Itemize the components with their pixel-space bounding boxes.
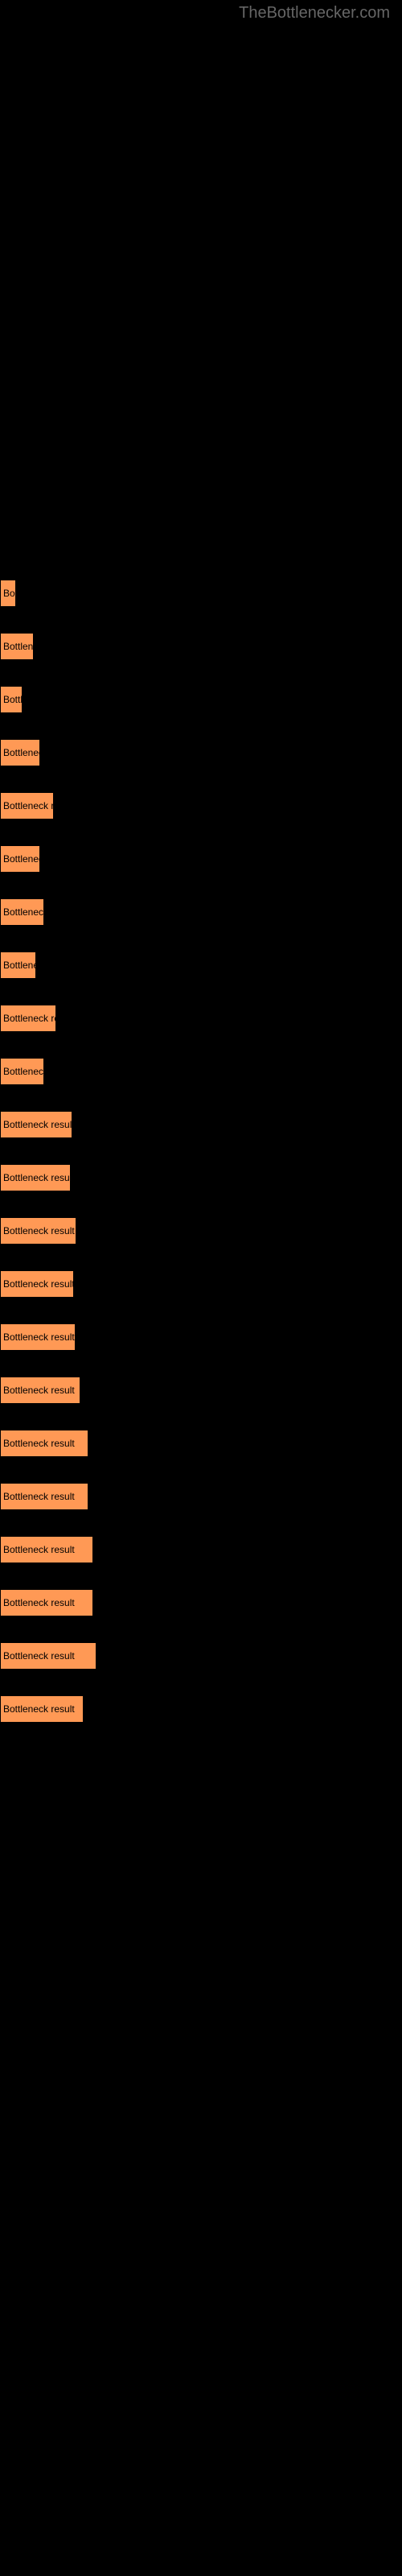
bar-row: Bottl: [0, 686, 402, 713]
bar-label: Bottleneck: [3, 906, 44, 918]
bar: Bottleneck result: [0, 1695, 84, 1723]
bar-label: Bottleneck result: [3, 1331, 75, 1343]
bar-label: Bottleneck result: [3, 1119, 72, 1130]
watermark: TheBottlenecker.com: [239, 4, 390, 23]
bar-row: Bottleneck: [0, 845, 402, 873]
bar-label: Bottleneck result: [3, 1172, 71, 1183]
bar-row: Bottleneck res: [0, 1005, 402, 1032]
bar: Bottleneck result: [0, 1217, 76, 1245]
bar: Bottleneck re: [0, 792, 54, 819]
bar: Bottleneck result: [0, 1323, 76, 1351]
bar: Bottleneck result: [0, 1164, 71, 1191]
bar: Bottleneck result: [0, 1111, 72, 1138]
bar-label: Bottl: [3, 694, 23, 705]
bar-label: Bottleneck result: [3, 1597, 75, 1608]
bar: Bottleneck result: [0, 1270, 74, 1298]
bar-label: Bottleneck result: [3, 1385, 75, 1396]
bar: Bottleneck: [0, 739, 40, 766]
bar-label: Bottleneck: [3, 853, 40, 865]
bar-row: Bottleneck result: [0, 1164, 402, 1191]
bar-row: Bottleneck: [0, 898, 402, 926]
bar-row: Bottleneck result: [0, 1377, 402, 1404]
bar-label: Bottleneck result: [3, 1703, 75, 1715]
bar-label: Bottleneck result: [3, 1278, 74, 1290]
bar: Bottleneck result: [0, 1377, 80, 1404]
bar-row: Bottleneck result: [0, 1642, 402, 1670]
bar-row: Bottleneck re: [0, 792, 402, 819]
bar-row: Bottleneck result: [0, 1217, 402, 1245]
bar-label: Bottleneck result: [3, 1225, 75, 1236]
bar-chart: Bo Bottlene Bottl Bottleneck Bottleneck re Bo…: [0, 0, 402, 1781]
bar-label: Bottleneck result: [3, 1438, 75, 1449]
bar-row: Bottleneck result: [0, 1483, 402, 1510]
bar-label: Bottleneck result: [3, 1544, 75, 1555]
bar-label: Bottleneck result: [3, 1650, 75, 1662]
bar: Bottleneck result: [0, 1642, 96, 1670]
bar: Bottleneck: [0, 1058, 44, 1085]
bar-label: Bottleneck res: [3, 1013, 56, 1024]
bar-row: Bottleneck result: [0, 1270, 402, 1298]
bar-row: Bottleneck result: [0, 1536, 402, 1563]
bar-row: Bottleneck result: [0, 1695, 402, 1723]
bar: Bottleneck result: [0, 1589, 93, 1616]
bar: Bottleneck result: [0, 1430, 88, 1457]
bar: Bottl: [0, 686, 23, 713]
bar: Bottleneck result: [0, 1536, 93, 1563]
bar-label: Bottlene: [3, 960, 36, 971]
bar: Bottleneck res: [0, 1005, 56, 1032]
bar-row: Bottlene: [0, 633, 402, 660]
bar-label: Bottleneck: [3, 747, 40, 758]
bar: Bottlene: [0, 952, 36, 979]
bar-label: Bottlene: [3, 641, 34, 652]
bar-row: Bottleneck result: [0, 1111, 402, 1138]
bar-row: Bottlene: [0, 952, 402, 979]
bar-row: Bottleneck result: [0, 1323, 402, 1351]
bar: Bottlene: [0, 633, 34, 660]
bar-label: Bo: [3, 588, 15, 599]
bar: Bottleneck: [0, 898, 44, 926]
bar-label: Bottleneck result: [3, 1491, 75, 1502]
bar: Bo: [0, 580, 16, 607]
bar-row: Bottleneck result: [0, 1430, 402, 1457]
bar-row: Bottleneck: [0, 1058, 402, 1085]
bar-row: Bo: [0, 580, 402, 607]
bar: Bottleneck result: [0, 1483, 88, 1510]
bar-row: Bottleneck result: [0, 1589, 402, 1616]
bar-label: Bottleneck: [3, 1066, 44, 1077]
bar: Bottleneck: [0, 845, 40, 873]
bar-row: Bottleneck: [0, 739, 402, 766]
bar-label: Bottleneck re: [3, 800, 54, 811]
